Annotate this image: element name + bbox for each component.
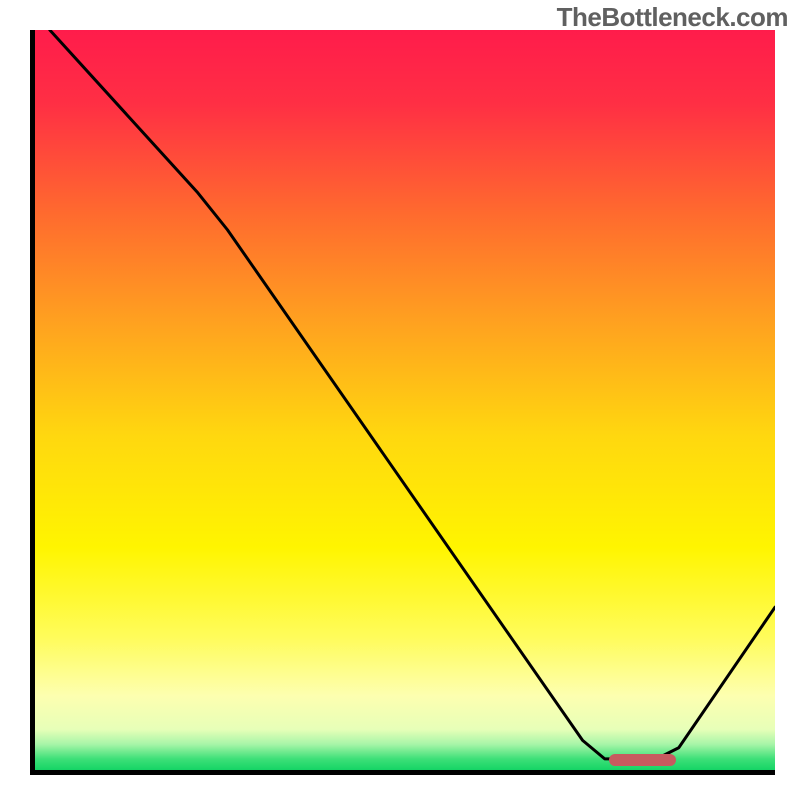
- watermark-text: TheBottleneck.com: [557, 2, 788, 33]
- optimal-range-marker: [609, 754, 676, 766]
- chart-container: TheBottleneck.com: [0, 0, 800, 800]
- bottleneck-curve: [35, 30, 775, 770]
- plot-area: [30, 30, 775, 775]
